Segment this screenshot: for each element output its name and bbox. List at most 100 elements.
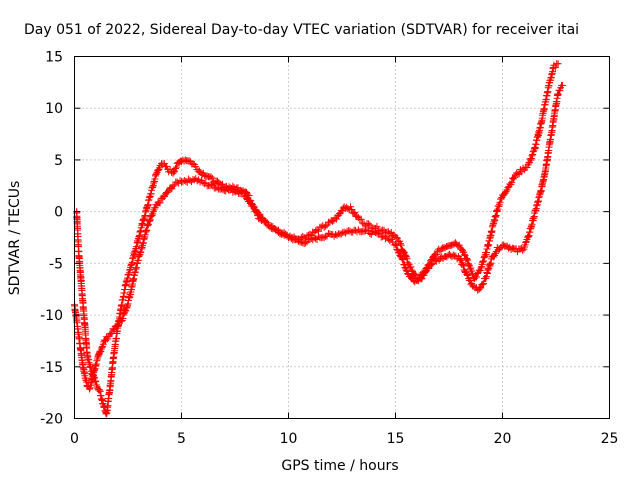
- data-point: [462, 254, 470, 262]
- data-point: [85, 385, 93, 393]
- y-tick-label: 10: [45, 101, 63, 117]
- data-point: [273, 227, 281, 235]
- data-point: [382, 235, 390, 243]
- data-point: [340, 228, 348, 236]
- data-point: [386, 237, 394, 245]
- data-point: [333, 231, 341, 239]
- data-point: [490, 253, 498, 261]
- data-point: [87, 379, 95, 387]
- data-point: [275, 226, 283, 234]
- x-axis-label: GPS time / hours: [281, 458, 398, 474]
- data-point: [466, 276, 474, 284]
- data-point: [208, 174, 216, 182]
- data-point: [246, 196, 254, 204]
- data-point: [464, 271, 472, 279]
- data-point: [399, 247, 407, 255]
- data-point: [243, 190, 251, 198]
- data-point: [410, 271, 418, 279]
- data-point: [460, 251, 468, 259]
- data-point: [155, 166, 163, 174]
- data-point: [312, 227, 320, 235]
- y-axis-label: SDTVAR / TECUs: [7, 181, 23, 296]
- data-point: [172, 165, 180, 173]
- data-point: [332, 215, 340, 223]
- data-point: [401, 251, 409, 259]
- data-point: [169, 182, 177, 190]
- data-point: [366, 230, 374, 238]
- data-point: [146, 216, 154, 224]
- data-point: [186, 177, 194, 185]
- ticks: 0 5 10 15 20 25 -20 -15 -10 -5 0 5 10 15: [40, 50, 618, 448]
- data-point: [479, 280, 487, 288]
- data-point: [396, 240, 404, 248]
- data-point: [510, 175, 518, 183]
- y-tick-label: 15: [45, 50, 63, 66]
- data-point: [294, 235, 302, 243]
- data-point: [415, 273, 423, 281]
- data-point: [527, 156, 535, 164]
- data-point: [145, 217, 153, 225]
- data-point: [151, 204, 159, 212]
- data-point: [322, 222, 330, 230]
- data-point: [102, 408, 110, 416]
- data-point: [320, 234, 328, 242]
- chart-title: Day 051 of 2022, Sidereal Day-to-day VTE…: [24, 22, 579, 38]
- data-point: [397, 241, 405, 249]
- data-point: [529, 151, 537, 159]
- data-point: [353, 212, 361, 220]
- data-point: [146, 217, 154, 225]
- data-point: [466, 265, 474, 273]
- data-point: [245, 192, 253, 200]
- data-point: [392, 234, 400, 242]
- data-point: [309, 228, 317, 236]
- data-point: [522, 238, 530, 246]
- data-point: [96, 386, 104, 394]
- y-tick-label: 0: [54, 205, 63, 221]
- data-point: [425, 261, 433, 269]
- data-point: [463, 255, 471, 263]
- data-point: [464, 256, 472, 264]
- data-point: [195, 167, 203, 175]
- data-point: [408, 266, 416, 274]
- data-point: [148, 212, 156, 220]
- x-tick-label: 10: [280, 431, 298, 447]
- data-point: [407, 263, 415, 271]
- data-point: [199, 178, 207, 186]
- data-point: [213, 184, 221, 192]
- x-tick-label: 5: [177, 431, 186, 447]
- data-point: [554, 60, 562, 68]
- data-point: [556, 87, 564, 95]
- data-point: [149, 208, 157, 216]
- data-point: [300, 239, 308, 247]
- data-point: [144, 221, 152, 229]
- data-point: [403, 255, 411, 263]
- data-point: [197, 177, 205, 185]
- data-point: [319, 222, 327, 230]
- y-tick-label: -20: [40, 412, 63, 428]
- data-point: [100, 338, 108, 346]
- data-point: [89, 370, 97, 378]
- data-point: [480, 280, 488, 288]
- y-tick-label: 5: [54, 153, 63, 169]
- data-point: [414, 275, 422, 283]
- data-point: [496, 198, 504, 206]
- data-point: [314, 227, 322, 235]
- data-point: [465, 261, 473, 269]
- data-point: [455, 241, 463, 249]
- data-point: [432, 251, 440, 259]
- data-point: [164, 188, 172, 196]
- data-point: [207, 173, 215, 181]
- data-point: [458, 247, 466, 255]
- data-point: [91, 374, 99, 382]
- data-point: [183, 178, 191, 186]
- y-tick-label: -15: [40, 360, 63, 376]
- data-point: [373, 222, 381, 230]
- data-point: [346, 227, 354, 235]
- data-point: [313, 236, 321, 244]
- data-point: [459, 261, 467, 269]
- data-point: [91, 378, 99, 386]
- data-point: [363, 226, 371, 234]
- data-point: [326, 230, 334, 238]
- data-point: [398, 254, 406, 262]
